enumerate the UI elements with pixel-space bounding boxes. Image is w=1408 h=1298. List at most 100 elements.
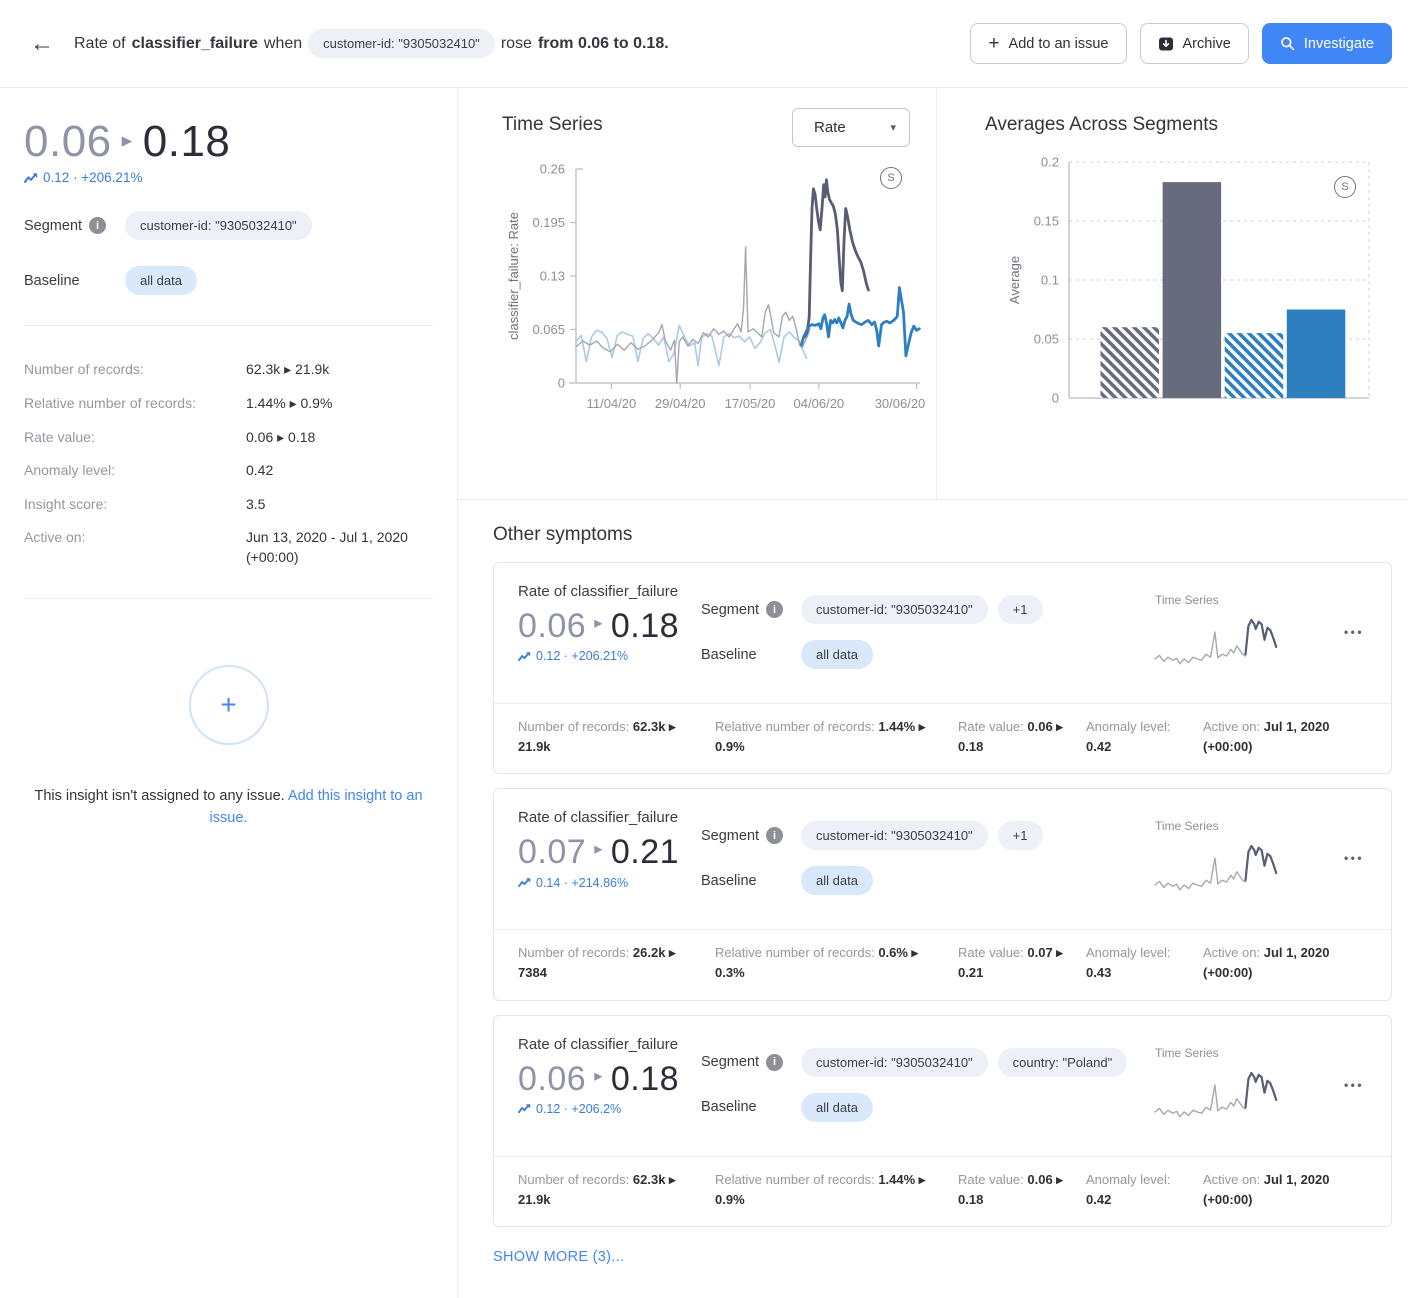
investigate-label: Investigate <box>1303 35 1374 52</box>
metric-dropdown[interactable]: Rate ▾ <box>792 108 910 147</box>
stat-value: Jun 13, 2020 - Jul 1, 2020 (+00:00) <box>246 529 408 565</box>
value-to: 0.18 <box>142 117 231 166</box>
time-series-chart: classifier_failure: Rate 0 0.065 0.13 0.195 0… <box>506 162 925 412</box>
search-icon <box>1281 37 1295 51</box>
segment-row: Segment i customer-id: "9305032410" +1 <box>701 821 1153 851</box>
stat-row: Insight score: 3.5 <box>24 495 433 515</box>
card-stats: Number of records: 62.3k ▸ 21.9k Relativ… <box>494 1155 1391 1226</box>
symptom-card[interactable]: Rate of classifier_failure 0.06 ▸ 0.18 0.1… <box>493 562 1392 775</box>
metric-dropdown-value: Rate <box>814 119 846 136</box>
stat-row: Relative number of records: 1.44% ▸ 0.9% <box>24 394 433 414</box>
baseline-label-text: Baseline <box>24 272 80 289</box>
investigate-button[interactable]: Investigate <box>1261 23 1392 64</box>
delta-row: 0.12 · +206.21% <box>24 170 433 185</box>
divider <box>24 597 433 599</box>
card-menu-button[interactable]: ••• <box>1343 625 1365 639</box>
value-change: 0.07 ▸ 0.21 <box>518 834 701 871</box>
card-menu-button[interactable]: ••• <box>1343 1077 1365 1092</box>
info-icon[interactable]: i <box>766 827 784 845</box>
stat: Active on: Jul 1, 2020 (+00:00) <box>1203 945 1330 981</box>
sparkline-label: Time Series <box>1155 593 1219 607</box>
add-to-issue-circle-button[interactable]: + <box>188 664 269 745</box>
svg-text:Average: Average <box>1007 256 1022 304</box>
title-prefix: Rate of <box>74 34 126 52</box>
stat-value: 62.3k ▸ 21.9k <box>246 361 330 378</box>
chevron-down-icon: ▾ <box>890 122 896 134</box>
stat: Anomaly level: 0.43 <box>1086 945 1171 981</box>
header-actions: + Add to an issue Archive Investigate <box>970 23 1392 64</box>
delta-row: 0.12 · +206.2% <box>518 1102 701 1116</box>
segment-chip: customer-id: "9305032410" <box>801 821 988 851</box>
baseline-row: Baseline all data <box>701 866 1153 896</box>
add-to-issue-button[interactable]: + Add to an issue <box>970 23 1127 64</box>
symptom-card[interactable]: Rate of classifier_failure 0.07 ▸ 0.21 0.1… <box>493 788 1392 1001</box>
stat: Number of records: 62.3k ▸ 21.9k <box>518 1171 676 1207</box>
divider <box>24 325 433 327</box>
svg-text:0: 0 <box>558 376 565 391</box>
sparkline-chart <box>1154 1071 1278 1118</box>
stat-row: Anomaly level: 0.42 <box>24 461 433 481</box>
back-button[interactable]: ← <box>26 28 58 60</box>
stat: Anomaly level: 0.42 <box>1086 1171 1171 1207</box>
title-metric: classifier_failure <box>131 34 258 52</box>
svg-text:0.195: 0.195 <box>532 215 565 230</box>
averages-panel: Averages Across Segments Average 0 0.05 0.1… <box>937 88 1408 499</box>
stat: Active on: Jul 1, 2020 (+00:00) <box>1203 1171 1330 1207</box>
info-icon[interactable]: i <box>89 217 107 235</box>
value-from: 0.06 <box>24 117 112 166</box>
baseline-label-text: Baseline <box>701 872 757 889</box>
svg-text:0: 0 <box>1052 391 1059 406</box>
svg-text:classifier_failure: Rate: classifier_failure: Rate <box>506 212 521 340</box>
averages-bar-chart: Average 0 0.05 0.1 0.15 0.2 <box>1007 155 1370 406</box>
header-segment-chip: customer-id: "9305032410" <box>308 29 495 58</box>
segment-row: Segment i customer-id: "9305032410" count… <box>701 1047 1153 1077</box>
baseline-label-text: Baseline <box>701 1099 757 1116</box>
sparkline-chart <box>1154 845 1278 891</box>
baseline-label-text: Baseline <box>701 646 757 663</box>
add-insight-to-issue-link[interactable]: Add this insight to an issue. <box>209 787 423 827</box>
info-icon[interactable]: i <box>766 601 784 618</box>
value-change: 0.06 ▸ 0.18 <box>518 607 701 645</box>
archive-button[interactable]: Archive <box>1139 23 1249 64</box>
card-stats: Number of records: 26.2k ▸ 7384 Relative… <box>494 929 1391 999</box>
stat-label: Rate value: <box>24 428 95 445</box>
value-change: 0.06 ▸ 0.18 <box>24 117 433 166</box>
baseline-row: Baseline all data <box>701 1092 1153 1122</box>
archive-label: Archive <box>1182 35 1231 52</box>
arrow-right-icon: ▸ <box>594 1066 603 1085</box>
segment-row: Segment i customer-id: "9305032410" <box>24 211 433 241</box>
stat: Rate value: 0.06 ▸ 0.18 <box>958 719 1063 755</box>
charts-row: Time Series Rate ▾ classifier_failure: R… <box>458 88 1408 500</box>
title-when: when <box>263 34 303 52</box>
sparkline-block: Time Series <box>1153 583 1331 693</box>
stat-value: 1.44% ▸ 0.9% <box>246 394 333 411</box>
issue-note: This insight isn't assigned to any issue… <box>34 787 285 804</box>
segment-more-chip[interactable]: +1 <box>997 821 1043 851</box>
symptom-title: Rate of classifier_failure <box>518 583 679 600</box>
segment-label-text: Segment <box>701 601 760 618</box>
symptom-card[interactable]: Rate of classifier_failure 0.06 ▸ 0.18 0.1… <box>493 1014 1392 1227</box>
info-icon[interactable]: i <box>766 1053 784 1071</box>
segment-label-text: Segment <box>24 217 83 234</box>
card-stats: Number of records: 62.3k ▸ 21.9k Relativ… <box>494 703 1391 773</box>
stat: Number of records: 26.2k ▸ 7384 <box>518 945 676 981</box>
segment-more-chip[interactable]: +1 <box>997 595 1043 624</box>
svg-text:0.05: 0.05 <box>1034 332 1059 347</box>
trend-up-icon <box>518 878 531 888</box>
show-more-link[interactable]: SHOW MORE (3)... <box>493 1248 625 1265</box>
svg-text:0.065: 0.065 <box>532 322 565 337</box>
card-menu-button[interactable]: ••• <box>1343 851 1365 866</box>
value-to: 0.18 <box>610 607 680 645</box>
other-symptoms-heading: Other symptoms <box>493 524 633 545</box>
stat: Relative number of records: 1.44% ▸ 0.9% <box>715 719 926 755</box>
segments-badge-icon: S <box>1334 176 1356 198</box>
symptom-title: Rate of classifier_failure <box>518 1035 679 1053</box>
sparkline-block: Time Series <box>1153 1036 1331 1146</box>
content: Time Series Rate ▾ classifier_failure: R… <box>458 88 1408 1298</box>
value-from: 0.06 <box>518 1059 587 1098</box>
segments-badge-icon: S <box>880 167 902 189</box>
baseline-row: Baseline all data <box>701 640 1153 669</box>
trend-up-icon <box>518 1104 531 1114</box>
time-series-title: Time Series <box>502 114 603 135</box>
summary-panel: 0.06 ▸ 0.18 0.12 · +206.21% Segment i cust… <box>0 88 458 1298</box>
